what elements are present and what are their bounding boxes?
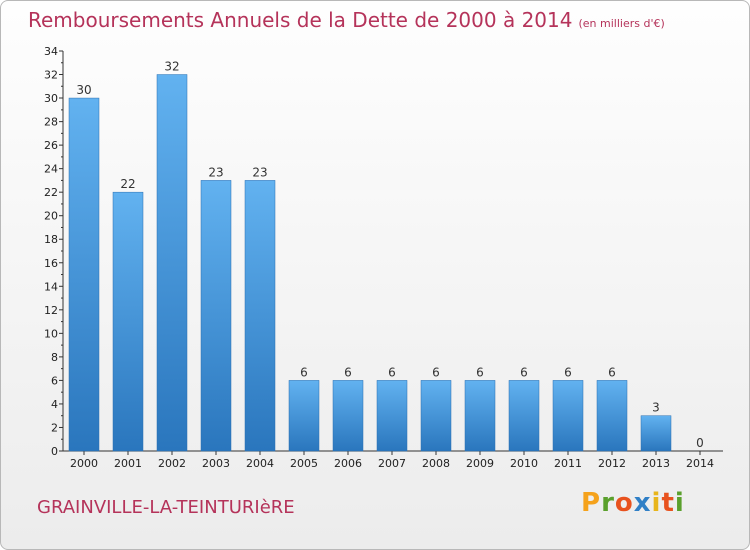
logo-letter: i [651,488,662,518]
x-tick-label: 2000 [70,457,98,470]
y-tick-label: 0 [51,445,58,458]
x-tick-label: 2012 [598,457,626,470]
y-tick-label: 4 [51,398,58,411]
y-tick-label: 22 [44,186,58,199]
bar[interactable] [156,74,188,452]
bar[interactable] [200,180,232,452]
bar[interactable] [376,380,408,452]
data-label: 0 [696,436,704,450]
data-label: 6 [608,365,616,379]
y-tick-label: 18 [44,233,58,246]
y-tick-label: 8 [51,351,58,364]
x-tick-label: 2002 [158,457,186,470]
x-axis: 2000 2001 2002 2003 2004 2005 2006 2007 2008 2009… [63,450,723,470]
data-label: 6 [564,365,572,379]
bar[interactable] [244,180,276,452]
data-label: 6 [520,365,528,379]
x-tick-label: 2009 [466,457,494,470]
data-label: 6 [432,365,440,379]
bars [68,74,672,452]
data-label: 3 [652,401,660,415]
proxiti-logo[interactable]: Proxiti [581,488,685,518]
x-tick-label: 2011 [554,457,582,470]
y-tick-label: 2 [51,421,58,434]
logo-letter: P [581,488,602,518]
x-tick-label: 2008 [422,457,450,470]
y-tick-label: 26 [44,139,58,152]
logo-letter: t [661,488,675,518]
x-tick-label: 2001 [114,457,142,470]
y-tick-label: 10 [44,327,58,340]
y-tick-label: 6 [51,374,58,387]
bar[interactable] [508,380,540,452]
x-tick-label: 2010 [510,457,538,470]
data-label: 6 [388,365,396,379]
logo-letter: i [674,488,685,518]
bar[interactable] [112,191,144,452]
bar[interactable] [288,380,320,452]
bar[interactable] [552,380,584,452]
y-tick-label: 32 [44,69,58,82]
data-label: 23 [208,165,223,179]
title-unit: (en milliers d'€) [578,17,665,30]
data-label: 30 [76,83,91,97]
data-label: 6 [300,365,308,379]
y-tick-label: 12 [44,304,58,317]
logo-letter: o [614,488,634,518]
bar[interactable] [640,415,672,452]
bar[interactable] [68,97,100,452]
y-tick-label: 30 [44,92,58,105]
bar[interactable] [420,380,452,452]
x-tick-label: 2007 [378,457,406,470]
y-tick-label: 14 [44,280,58,293]
title-text: Remboursements Annuels de la Dette de 20… [28,8,573,32]
bar[interactable] [596,380,628,452]
data-label: 22 [120,177,135,191]
x-tick-label: 2005 [290,457,318,470]
data-label: 23 [252,165,267,179]
x-tick-label: 2004 [246,457,274,470]
chart-title: Remboursements Annuels de la Dette de 20… [28,8,665,32]
data-label: 32 [164,60,179,74]
y-tick-label: 34 [44,45,58,58]
data-label: 6 [344,365,352,379]
x-tick-label: 2003 [202,457,230,470]
y-tick-label: 20 [44,210,58,223]
y-tick-label: 24 [44,163,58,176]
x-tick-label: 2013 [642,457,670,470]
x-tick-label: 2006 [334,457,362,470]
x-tick-label: 2014 [686,457,714,470]
bar[interactable] [332,380,364,452]
logo-letter: x [633,488,652,518]
y-tick-label: 16 [44,257,58,270]
commune-name: GRAINVILLE-LA-TEINTURIèRE [37,497,295,518]
bar[interactable] [464,380,496,452]
y-tick-label: 28 [44,116,58,129]
data-label: 6 [476,365,484,379]
logo-letter: r [601,488,615,518]
